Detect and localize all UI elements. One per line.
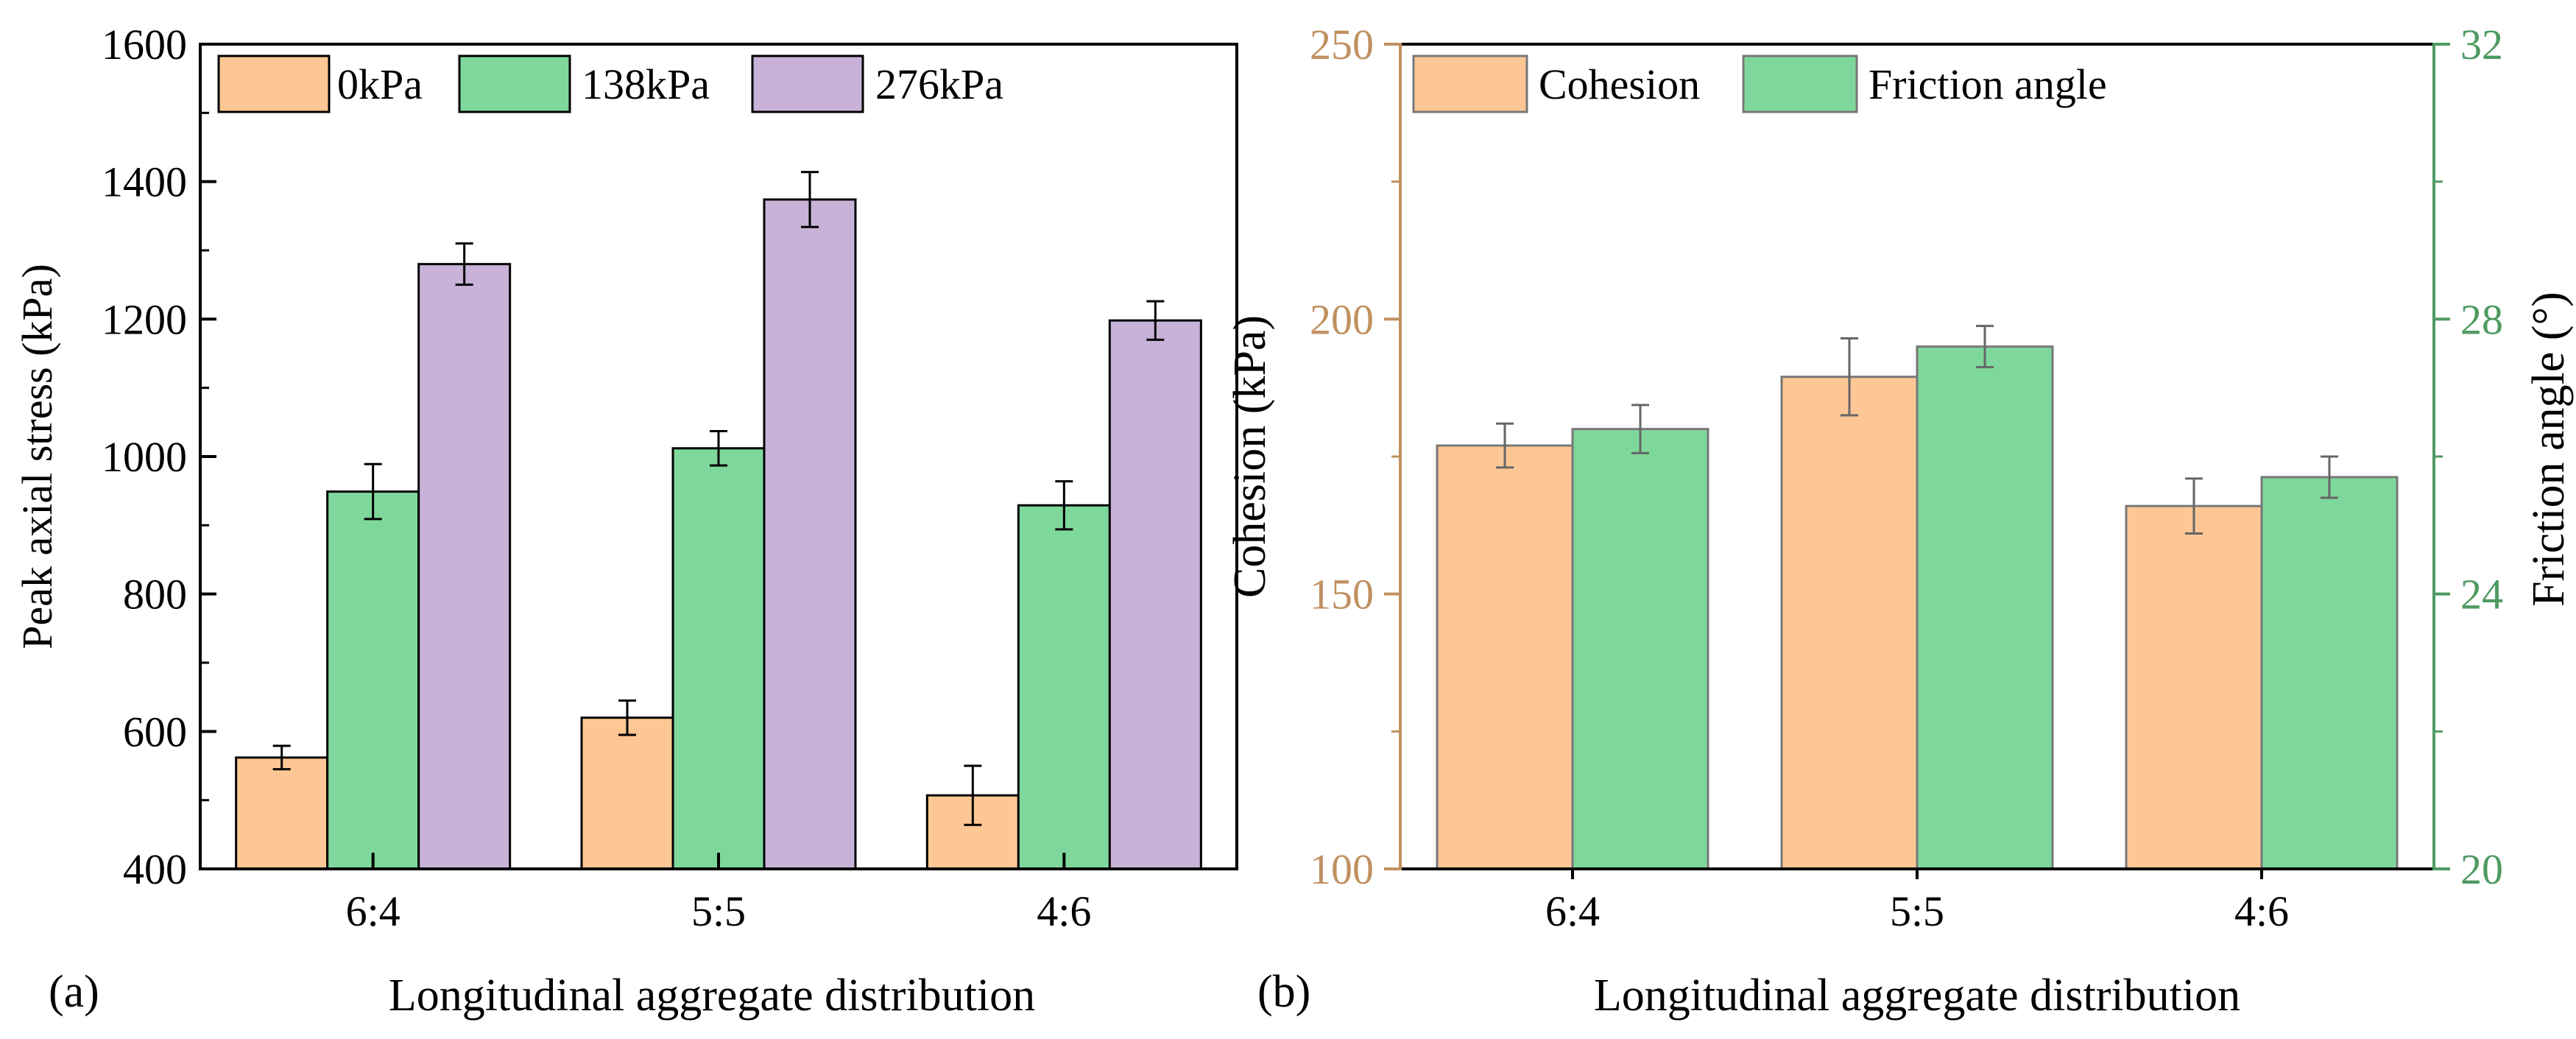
y-tick-label: 800: [123, 571, 187, 619]
bar-cohesion-4-6: [2125, 504, 2263, 870]
bar-276kpa-6-4: [417, 263, 512, 870]
error-bar-276kpa-4-6: [1146, 300, 1165, 341]
error-bar-cohesion-6-4: [1496, 422, 1514, 469]
right-y-tick-label: 24: [2460, 571, 2503, 619]
y-tick-label: 400: [123, 845, 187, 893]
panel-b-left-y-axis-label: Cohesion (kPa): [1225, 315, 1275, 598]
right-y-tick-label: 20: [2460, 845, 2503, 893]
x-tick-label: 6:4: [346, 887, 400, 935]
error-bar-cohesion-5-5: [1841, 337, 1858, 417]
error-bar-138kpa-6-4: [364, 462, 382, 521]
legend-swatch: [1742, 54, 1858, 113]
bar-0kpa-6-4: [235, 756, 329, 870]
legend-item-cohesion: Cohesion: [1412, 54, 1700, 113]
legend-label: Cohesion: [1539, 60, 1700, 108]
legend-item-0kpa: 0kPa: [217, 54, 423, 113]
error-bar-276kpa-6-4: [455, 242, 473, 286]
panel-a-x-axis-label: Longitudinal aggregate distribution: [389, 971, 1035, 1021]
x-tick-label: 4:6: [2234, 887, 2289, 935]
bar-0kpa-5-5: [580, 716, 674, 870]
legend-label: 276kPa: [875, 60, 1003, 108]
panel-b-legend: Cohesion Friction angle: [1412, 54, 2107, 113]
legend-item-friction-angle: Friction angle: [1742, 54, 2107, 113]
bar-138kpa-4-6: [1017, 504, 1111, 870]
legend-swatch: [1412, 54, 1528, 113]
left-y-tick-label: 250: [1310, 21, 1374, 68]
error-bar-0kpa-6-4: [272, 744, 291, 771]
bar-276kpa-5-5: [763, 198, 857, 870]
error-bar-friction-angle-4-6: [2321, 455, 2338, 499]
bar-138kpa-5-5: [671, 447, 766, 870]
panel-a-y-axis: 400 600 800 1000 1200 1400 1600: [102, 21, 216, 893]
panel-b-right-y-axis: 20 24 28 32: [2434, 21, 2503, 893]
panel-a-error-bars: [272, 171, 1165, 826]
panel-a-x-axis: 6:4 5:5 4:6: [346, 853, 1091, 935]
x-tick-label: 4:6: [1037, 887, 1091, 935]
legend-swatch: [217, 54, 331, 113]
error-bar-138kpa-5-5: [710, 429, 727, 467]
bar-friction-angle-4-6: [2260, 476, 2399, 870]
panel-b-x-axis: 6:4 5:5 4:6: [1545, 869, 2289, 935]
panel-b-right-y-axis-label: Friction angle (°): [2524, 292, 2574, 607]
x-tick-label: 5:5: [1890, 887, 1944, 935]
error-bar-friction-angle-5-5: [1976, 325, 1994, 369]
x-tick-label: 5:5: [691, 887, 746, 935]
error-bar-0kpa-5-5: [618, 699, 636, 736]
legend-item-138kpa: 138kPa: [458, 54, 710, 113]
panel-b-bars: [1436, 345, 2399, 870]
bar-friction-angle-6-4: [1571, 428, 1709, 870]
panel-b-left-y-axis: 100 150 200 250: [1310, 21, 1400, 893]
y-tick-label: 1200: [102, 295, 187, 343]
left-y-tick-label: 150: [1310, 571, 1374, 619]
bar-276kpa-4-6: [1108, 319, 1202, 870]
legend-label: 138kPa: [582, 60, 710, 108]
x-tick-label: 6:4: [1545, 887, 1600, 935]
error-bar-276kpa-5-5: [801, 171, 819, 228]
error-bar-cohesion-4-6: [2185, 477, 2203, 535]
legend-label: 0kPa: [337, 60, 423, 108]
y-tick-label: 600: [123, 708, 187, 756]
y-tick-label: 1000: [102, 433, 187, 481]
bar-cohesion-5-5: [1780, 376, 1919, 870]
bar-friction-angle-5-5: [1916, 345, 2054, 870]
panel-b: 100 150 200 250 20 24 28 32 6:4 5:5 4:6 Cohesion…: [1225, 21, 2574, 1021]
panel-a-bars: [235, 198, 1202, 870]
panel-a: 400 600 800 1000 1200 1400 1600 6:4 5:5 4:6 Peak…: [13, 21, 1238, 1021]
left-y-tick-label: 100: [1310, 845, 1374, 893]
error-bar-0kpa-4-6: [964, 764, 982, 826]
panel-a-label: (a): [49, 967, 99, 1017]
panel-b-error-bars: [1496, 325, 2338, 535]
error-bar-138kpa-4-6: [1055, 480, 1073, 531]
legend-swatch: [458, 54, 571, 113]
y-tick-label: 1400: [102, 158, 187, 206]
bar-cohesion-6-4: [1436, 444, 1574, 870]
right-y-tick-label: 28: [2460, 295, 2503, 343]
panel-b-label: (b): [1257, 967, 1310, 1017]
panel-b-x-axis-label: Longitudinal aggregate distribution: [1594, 971, 2240, 1021]
error-bar-friction-angle-6-4: [1631, 404, 1649, 454]
panel-a-y-axis-label: Peak axial stress (kPa): [13, 264, 61, 649]
right-y-tick-label: 32: [2460, 21, 2503, 68]
y-tick-label: 1600: [102, 21, 187, 68]
legend-label: Friction angle: [1869, 60, 2107, 108]
panel-a-legend: 0kPa 138kPa 276kPa: [217, 54, 1003, 113]
left-y-tick-label: 200: [1310, 295, 1374, 343]
legend-swatch: [751, 54, 864, 113]
bar-138kpa-6-4: [326, 490, 420, 870]
legend-item-276kpa: 276kPa: [751, 54, 1003, 113]
